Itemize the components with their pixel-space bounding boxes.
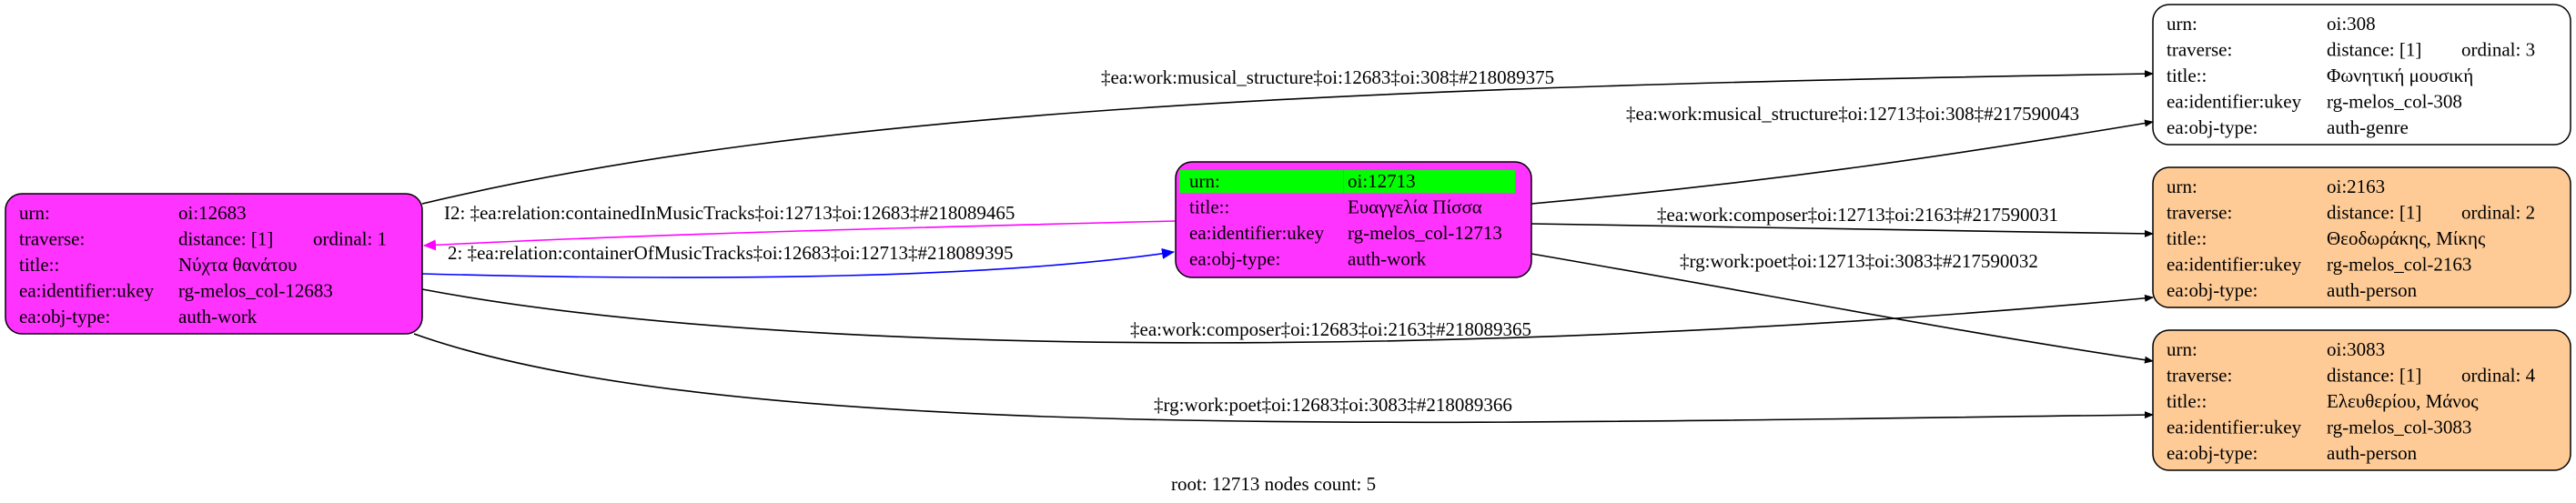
field-value: auth-person [2327, 279, 2418, 301]
field-value: Ελευθερίου, Μάνος [2327, 390, 2479, 412]
ordinal-value: ordinal: 4 [2461, 365, 2536, 387]
edge-label: 2: ‡ea:relation:containerOfMusicTracks‡o… [448, 242, 1014, 264]
field-value: distance: [1] [2327, 365, 2421, 387]
edge-label: ‡ea:work:composer‡oi:12683‡oi:2163‡#2180… [1130, 318, 1531, 340]
field-value: rg-melos_col-2163 [2327, 254, 2471, 276]
field-value: distance: [1] [2327, 39, 2421, 61]
field-label: urn: [1189, 170, 1220, 192]
edge-label: I2: ‡ea:relation:containedInMusicTracks‡… [444, 202, 1015, 224]
field-value: auth-work [1348, 248, 1427, 270]
edge-n12713-to-n308 [1530, 119, 2154, 205]
field-label: ea:identifier:ukey [1189, 222, 1325, 244]
node-box [2152, 4, 2571, 146]
node-n308[interactable]: urn: oi:308 traverse: distance: [1] ordinal:… [2152, 4, 2571, 146]
field-label: title:: [2167, 390, 2207, 412]
field-value: Ευαγγελία Πίσσα [1348, 196, 1482, 218]
node-box [2152, 166, 2571, 308]
field-value: rg-melos_col-12713 [1348, 222, 1502, 244]
node-box [5, 193, 423, 335]
edge-n12683-to-n2163 [421, 288, 2154, 344]
field-label: title:: [2167, 227, 2207, 249]
nodes-layer: urn: oi:12683 traverse: distance: [1] ordina… [5, 4, 2571, 471]
field-label: ea:obj-type: [2167, 116, 2258, 138]
field-value: Φωνητική μουσική [2327, 65, 2473, 86]
field-label: ea:obj-type: [1189, 248, 1280, 270]
field-label: ea:identifier:ukey [19, 280, 155, 302]
field-value: Θεοδωράκης, Μίκης [2327, 227, 2486, 249]
edge-n12713-to-n12683 [423, 220, 1177, 251]
ordinal-value: ordinal: 1 [313, 228, 387, 250]
ordinal-value: ordinal: 2 [2461, 202, 2535, 224]
field-value: oi:3083 [2327, 338, 2385, 360]
node-n3083[interactable]: urn: oi:3083 traverse: distance: [1] ordinal… [2152, 329, 2571, 471]
field-value: oi:12713 [1348, 170, 1416, 192]
field-label: urn: [19, 202, 50, 224]
edge-label: ‡rg:work:poet‡oi:12713‡oi:3083‡#21759003… [1680, 250, 2038, 272]
field-label: traverse: [2167, 202, 2232, 224]
edge-n12683-to-n12713 [421, 247, 1175, 278]
edge-label: ‡ea:work:musical_structure‡oi:12683‡oi:3… [1101, 66, 1554, 88]
field-value: rg-melos_col-3083 [2327, 417, 2471, 438]
field-label: traverse: [19, 228, 85, 250]
field-value: auth-genre [2327, 116, 2409, 138]
field-value: auth-person [2327, 442, 2418, 464]
node-n12683[interactable]: urn: oi:12683 traverse: distance: [1] ordina… [5, 193, 423, 335]
edges-layer: ‡ea:work:musical_structure‡oi:12683‡oi:3… [413, 66, 2154, 424]
edge-n12713-to-n2163 [1530, 223, 2154, 237]
field-value: distance: [1] [2327, 202, 2421, 224]
edge-label: ‡rg:work:poet‡oi:12683‡oi:3083‡#21808936… [1154, 394, 1512, 416]
field-value: rg-melos_col-308 [2327, 91, 2462, 113]
field-label: ea:identifier:ukey [2167, 254, 2302, 276]
footer-summary: root: 12713 nodes count: 5 [1171, 473, 1376, 495]
field-value: oi:2163 [2327, 176, 2385, 197]
edge-n12683-to-n308 [421, 70, 2154, 205]
urn-label-highlight [1179, 170, 1343, 193]
field-label: traverse: [2167, 365, 2232, 387]
field-label: title:: [2167, 65, 2207, 86]
edge-label: ‡ea:work:composer‡oi:12713‡oi:2163‡#2175… [1657, 204, 2058, 226]
field-label: ea:obj-type: [2167, 279, 2258, 301]
edge-label: ‡ea:work:musical_structure‡oi:12713‡oi:3… [1626, 103, 2079, 125]
field-value: Νύχτα θανάτου [178, 254, 297, 276]
field-value: oi:308 [2327, 13, 2376, 35]
field-label: title:: [1189, 196, 1229, 218]
field-label: ea:identifier:ukey [2167, 417, 2302, 438]
field-label: urn: [2167, 13, 2197, 35]
edge-n12713-to-n3083 [1530, 253, 2154, 364]
field-label: ea:obj-type: [19, 306, 110, 327]
field-label: title:: [19, 254, 59, 276]
field-value: oi:12683 [178, 202, 247, 224]
field-label: traverse: [2167, 39, 2232, 61]
field-value: distance: [1] [178, 228, 273, 250]
field-label: ea:obj-type: [2167, 442, 2258, 464]
urn-value-highlight [1344, 170, 1515, 193]
field-label: urn: [2167, 176, 2197, 197]
field-value: auth-work [178, 306, 258, 327]
node-box [2152, 329, 2571, 471]
ordinal-value: ordinal: 3 [2461, 39, 2535, 61]
field-label: urn: [2167, 338, 2197, 360]
node-n2163[interactable]: urn: oi:2163 traverse: distance: [1] ordinal… [2152, 166, 2571, 308]
field-label: ea:identifier:ukey [2167, 91, 2302, 113]
edge-n12683-to-n3083 [413, 333, 2154, 424]
field-value: rg-melos_col-12683 [178, 280, 333, 302]
